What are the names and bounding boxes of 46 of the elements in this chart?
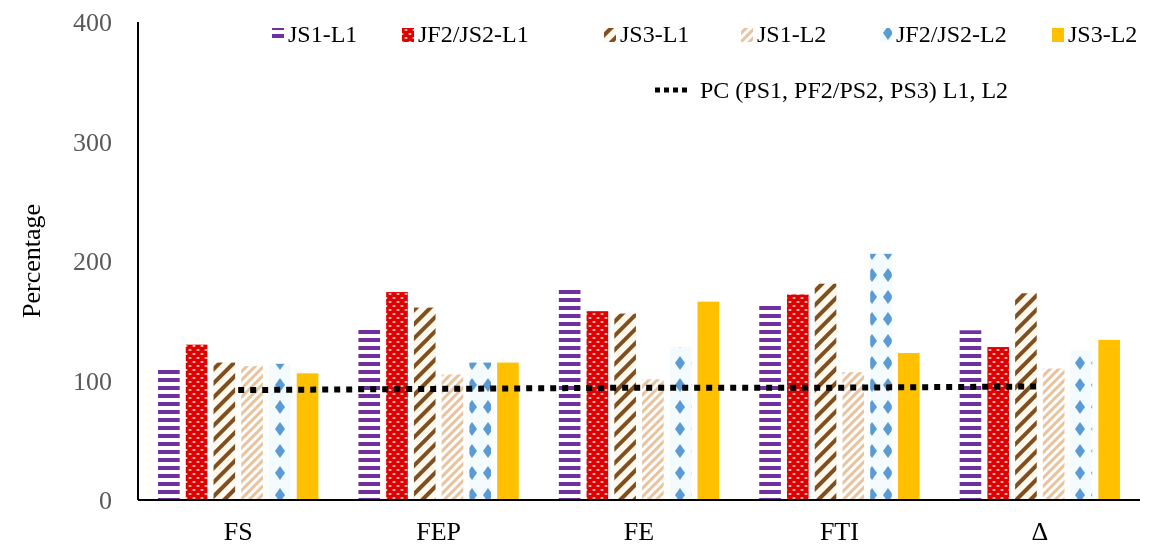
y-axis-title: Percentage	[17, 203, 46, 319]
bar	[469, 362, 492, 500]
legend-label: JF2/JS2-L1	[418, 21, 529, 47]
bar	[268, 363, 291, 500]
bar	[959, 330, 982, 500]
x-tick-label: FEP	[416, 517, 462, 546]
bar	[642, 379, 664, 500]
bar	[1070, 350, 1093, 500]
y-tick-label: 100	[73, 366, 112, 396]
bar	[814, 283, 837, 500]
legend-label: JF2/JS2-L2	[896, 21, 1007, 47]
x-tick-label: FS	[223, 517, 253, 546]
bar	[441, 374, 464, 500]
legend-label: JS3-L1	[620, 21, 690, 47]
bar	[558, 288, 581, 500]
bar	[786, 294, 809, 500]
bar	[1042, 368, 1065, 500]
legend-label: PC (PS1, PF2/PS2, PS3) L1, L2	[700, 77, 1009, 103]
bar	[697, 301, 720, 500]
bar	[759, 304, 781, 500]
bar	[241, 366, 263, 500]
bar	[1015, 293, 1037, 500]
legend-label: JS1-L2	[757, 21, 827, 47]
bar	[413, 307, 436, 500]
bar	[213, 362, 236, 500]
bar	[586, 311, 609, 500]
y-tick-label: 300	[73, 127, 112, 157]
x-tick-label: Δ	[1031, 517, 1049, 546]
legend-label: JS1-L1	[288, 21, 358, 47]
bar	[497, 362, 519, 500]
bar	[870, 253, 892, 500]
legend-label: JS3-L2	[1068, 21, 1138, 47]
bar	[185, 344, 208, 500]
y-tick-label: 400	[73, 8, 112, 38]
bar	[669, 347, 692, 500]
bar	[614, 313, 636, 500]
x-tick-label: FE	[623, 517, 655, 546]
bar	[842, 372, 865, 500]
bar	[897, 353, 920, 500]
bar	[296, 373, 319, 500]
y-tick-label: 200	[73, 247, 112, 277]
bar	[1098, 339, 1120, 500]
bar	[987, 347, 1010, 500]
y-tick-label: 0	[99, 486, 112, 516]
bar	[386, 292, 408, 500]
x-tick-label: FTI	[819, 517, 859, 546]
